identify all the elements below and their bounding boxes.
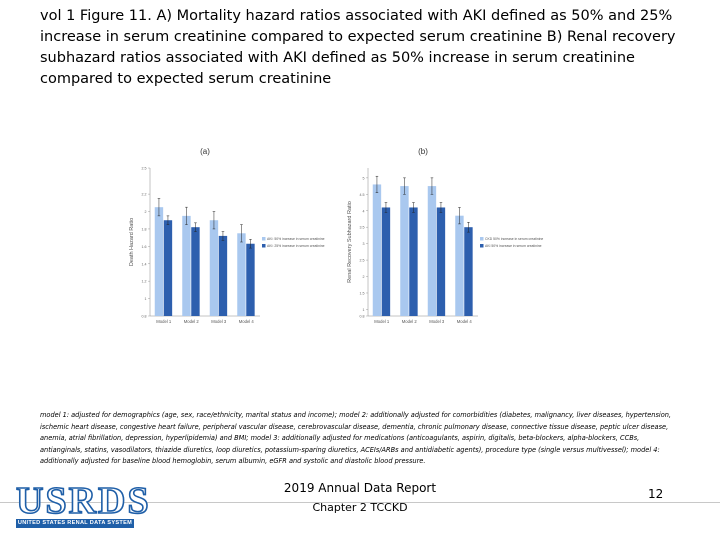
y-tick-label: 3 (363, 242, 365, 246)
bar (246, 243, 255, 316)
y-axis-label: Death Hazard Ratio (129, 218, 135, 266)
legend-swatch (262, 237, 266, 241)
slide-title: vol 1 Figure 11. A) Mortality hazard rat… (40, 8, 676, 87)
y-tick-label: 1.2 (142, 280, 147, 284)
footer-divider (0, 502, 720, 503)
legend-swatch (262, 244, 266, 248)
y-tick-label: 1 (363, 308, 365, 312)
y-tick-label: 2.5 (142, 167, 147, 171)
x-tick-label: Model 2 (402, 319, 418, 324)
x-tick-label: Model 2 (184, 319, 200, 324)
bar (455, 215, 464, 316)
legend-label: AKI: 50% increase in serum creatinine (267, 237, 325, 241)
x-tick-label: Model 1 (374, 319, 390, 324)
legend-label: AKI: 25% increase in serum creatinine (267, 244, 325, 248)
y-tick-label: 3.5 (360, 226, 365, 230)
hazard-ratio-chart: (a) Death Hazard Ratio 0.8 1 1.2 1.4 1.6 1.8 2 2.… (129, 147, 325, 324)
y-tick-label: 4.5 (360, 193, 365, 197)
legend-label: CKD 50% increase in serum creatinine (485, 237, 543, 241)
bar (464, 227, 473, 316)
chart-panel-b: (b) Renal Recovery Subhazard Ratio 0.8 1 1.5… (347, 140, 586, 335)
bar (163, 220, 173, 316)
panel-label: (a) (200, 147, 210, 156)
y-tick-label: 4 (363, 209, 365, 213)
bar (400, 186, 409, 316)
report-name: 2019 Annual Data Report (283, 481, 437, 495)
bar (381, 207, 391, 316)
x-tick-label: Model 3 (211, 319, 227, 324)
bar (218, 235, 228, 316)
y-tick-label: 5 (363, 176, 365, 180)
y-tick-label: 1 (145, 297, 147, 301)
bar (209, 220, 219, 316)
y-tick-label: 0.8 (142, 315, 147, 319)
bar (409, 207, 418, 316)
y-tick-label: 1.6 (142, 245, 147, 249)
panel-label: (b) (418, 147, 428, 156)
legend-label: AKI 50% increase in serum creatinine (485, 244, 542, 248)
bar (436, 207, 446, 316)
x-tick-label: Model 1 (156, 319, 172, 324)
page-number: 12 (648, 487, 664, 501)
y-tick-label: 2.5 (360, 259, 365, 263)
legend-swatch (480, 244, 484, 248)
bar (182, 215, 191, 316)
subhazard-ratio-chart: (b) Renal Recovery Subhazard Ratio 0.8 1 1.5… (347, 147, 543, 324)
x-tick-label: Model 3 (429, 319, 445, 324)
y-axis-label: Renal Recovery Subhazard Ratio (347, 201, 353, 283)
y-tick-label: 0.8 (360, 315, 365, 319)
bar (154, 207, 164, 316)
y-tick-label: 1.8 (142, 227, 147, 231)
footer-center: 2019 Annual Data Report Chapter 2 TCCKD (260, 480, 460, 516)
logo-subtitle: UNITED STATES RENAL DATA SYSTEM (16, 519, 134, 528)
y-tick-label: 1.5 (360, 291, 365, 295)
chart-panel-a: (a) Death Hazard Ratio 0.8 1 1.2 1.4 1.6 1.8 2 2.… (129, 140, 368, 335)
logo-wordmark: USRDS (15, 480, 151, 522)
y-tick-label: 2 (145, 210, 147, 214)
x-tick-label: Model 4 (457, 319, 473, 324)
chapter-name: Chapter 2 TCCKD (312, 501, 408, 514)
bar (237, 233, 246, 316)
y-tick-label: 1.4 (142, 262, 147, 266)
legend-swatch (480, 237, 484, 241)
bar (372, 184, 382, 316)
y-tick-label: 2 (363, 275, 365, 279)
bar (427, 186, 437, 316)
x-tick-label: Model 4 (239, 319, 255, 324)
y-tick-label: 2.2 (142, 193, 147, 197)
usrds-logo: USRDS UNITED STATES RENAL DATA SYSTEM (15, 480, 151, 528)
bar (191, 227, 200, 316)
footnote: model 1: adjusted for demographics (age,… (40, 411, 672, 465)
